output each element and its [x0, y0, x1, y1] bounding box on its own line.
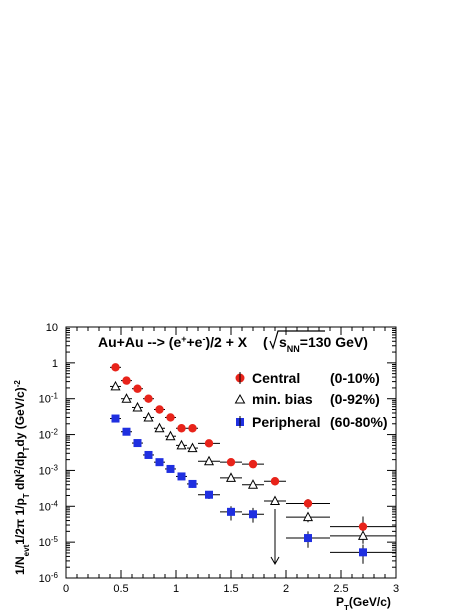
point-0-11: [270, 477, 280, 486]
y-axis-title-part-2: 1/2π 1/p: [13, 498, 27, 545]
point-0-13: [358, 522, 368, 531]
x-tick-label-2: 1: [173, 583, 179, 595]
y-tick-label-7: 10-6: [39, 571, 59, 586]
point-2-0: [111, 414, 120, 423]
point-2-4: [155, 458, 164, 467]
title-sqrt-sub: NN: [287, 344, 300, 354]
point-1-12: [302, 511, 314, 522]
point-2-12: [359, 548, 367, 557]
point-1-7: [187, 442, 198, 453]
x-tick-label-5: 2.5: [333, 583, 348, 595]
title-tail: )/2 + X: [205, 334, 247, 350]
y-axis-title: 1/Nevt1/2π 1/pT dN2/dpTdy (GeV/c)-2: [13, 380, 31, 575]
legend-range-minbias: (0-92%): [330, 391, 380, 407]
x-axis-title-unit: (GeV/c): [349, 595, 391, 609]
point-2-2: [133, 439, 142, 448]
x-tick-label-3: 1.5: [223, 583, 238, 595]
point-0-8: [204, 439, 214, 448]
point-0-9: [226, 457, 236, 467]
point-1-5: [165, 430, 176, 441]
series-1: [110, 380, 396, 544]
y-axis-title-part-7: T: [22, 447, 31, 452]
point-1-13: [357, 530, 369, 540]
y-tick-label-4: 10-3: [39, 463, 59, 478]
point-2-10: [249, 510, 257, 519]
title-sqrt: sNN=130 GeV): [279, 334, 368, 354]
legend: Central (0-10%) min. bias (0-92%) Periph…: [234, 370, 388, 430]
y-tick-label-1: 1: [52, 358, 58, 370]
x-axis-title-sub: T: [344, 604, 349, 610]
y-axis-title-part-0: 1/N: [13, 556, 27, 575]
point-1-11: [269, 495, 281, 506]
point-1-2: [132, 401, 143, 412]
y-axis-title-part-3: T: [22, 493, 31, 498]
legend-range-central: (0-10%): [330, 370, 380, 386]
x-axis-title: PT(GeV/c): [336, 595, 391, 610]
point-0-10: [248, 459, 258, 469]
y-axis-title-part-5: 2: [13, 469, 22, 474]
x-axis-title-main: P: [336, 595, 344, 609]
point-1-4: [154, 422, 165, 433]
point-0-5: [166, 413, 175, 422]
title-sup-plus: +: [181, 334, 186, 344]
title-lead: Au+Au --> (e: [98, 334, 181, 350]
point-1-9: [225, 472, 237, 482]
point-1-8: [203, 455, 215, 466]
point-2-1: [122, 427, 131, 436]
x-tick-label-1: 0.5: [113, 583, 128, 595]
upper-limit-arrowhead-0: [270, 556, 280, 566]
title-sqrt-s: s: [279, 334, 287, 350]
y-axis-title-part-6: /dp: [13, 452, 27, 470]
y-tick-label-2: 10-1: [39, 391, 59, 406]
title-sqrt-prefix: (: [263, 334, 268, 350]
point-0-6: [177, 424, 186, 433]
point-1-3: [143, 411, 154, 422]
point-1-0: [110, 380, 121, 391]
x-tick-label-6: 3: [393, 583, 399, 595]
legend-label-minbias: min. bias: [252, 391, 313, 407]
point-0-1: [122, 376, 131, 385]
series-2: [110, 414, 396, 566]
point-0-2: [133, 384, 142, 393]
legend-marker-minbias: [234, 393, 246, 404]
point-2-7: [188, 479, 197, 488]
legend-range-peripheral: (60-80%): [330, 414, 388, 430]
point-2-8: [205, 490, 213, 499]
point-2-11: [304, 534, 312, 543]
point-0-3: [144, 394, 153, 403]
x-tick-label-4: 2: [283, 583, 289, 595]
point-2-9: [227, 507, 235, 516]
point-0-0: [111, 363, 120, 372]
y-axis-title-part-9: -2: [13, 380, 22, 388]
series-0: [110, 363, 396, 537]
chart-title: Au+Au --> (e++e-)/2 + X: [98, 334, 248, 350]
y-tick-label-6: 10-5: [39, 535, 59, 550]
point-2-3: [144, 450, 153, 459]
point-0-7: [188, 424, 197, 433]
y-tick-label-3: 10-2: [39, 427, 59, 442]
title-sqrt-value: =130 GeV): [300, 334, 368, 350]
sqrt-radical-icon: [269, 330, 325, 350]
point-1-10: [247, 479, 259, 489]
point-2-6: [177, 472, 186, 481]
y-axis-title-part-1: evt: [22, 544, 31, 556]
point-0-4: [155, 405, 164, 414]
point-2-5: [166, 464, 175, 473]
point-0-12: [303, 499, 313, 508]
x-tick-label-0: 0: [63, 583, 69, 595]
y-tick-label-0: 10: [46, 322, 58, 334]
y-axis-title-part-4: dN: [13, 474, 27, 493]
legend-label-peripheral: Peripheral: [252, 414, 320, 430]
point-1-1: [121, 393, 132, 403]
y-tick-label-5: 10-4: [39, 499, 59, 514]
y-axis-title-part-8: dy (GeV/c): [13, 387, 27, 446]
point-1-6: [176, 439, 187, 450]
title-mid: +e: [187, 334, 203, 350]
axis-ticks: 0 0.5 1 1.5 2 2.5 3 10 1 10-1 10-2 10-3 10-4 10-5 10-6: [39, 322, 399, 595]
legend-label-central: Central: [252, 370, 300, 386]
title-sup-minus: -: [202, 334, 205, 344]
data-points: [110, 363, 396, 566]
